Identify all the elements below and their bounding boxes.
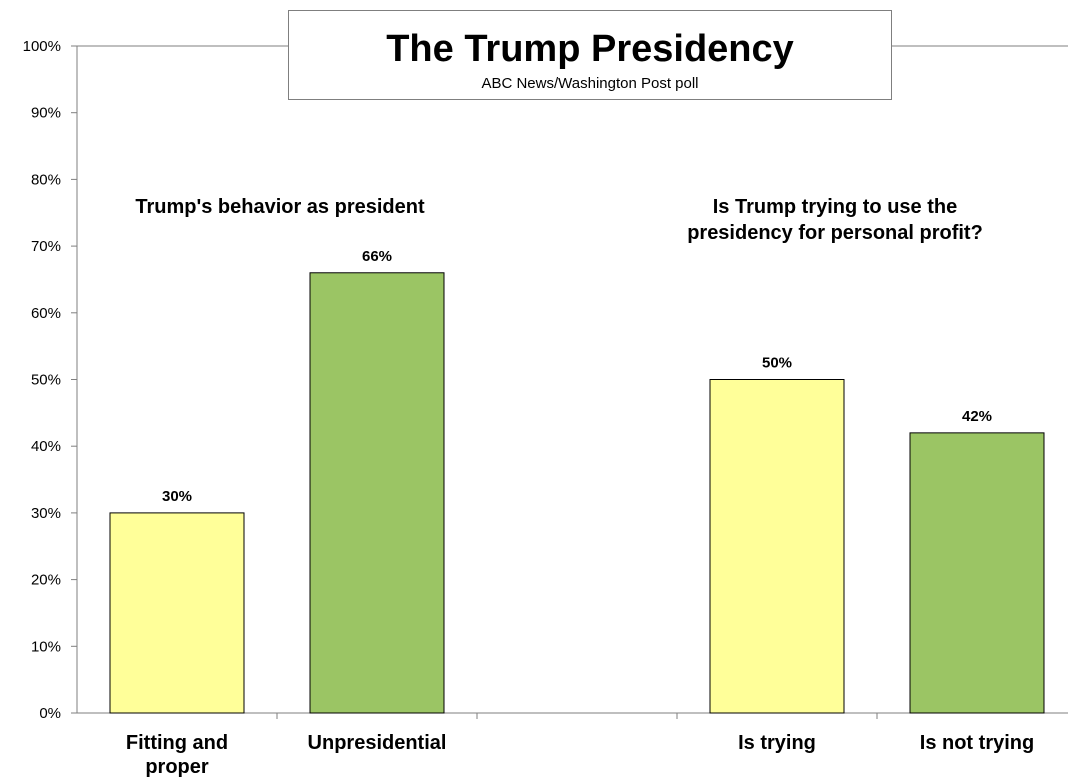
chart-title: The Trump Presidency	[386, 28, 794, 70]
x-category-label: proper	[145, 756, 209, 778]
y-tick-label: 40%	[31, 438, 61, 455]
labels: 0% 10% 20% 30% 40% 50% 60% 70% 80% 90% 100% 30% Fitt…	[23, 38, 1035, 778]
bar	[709, 379, 845, 714]
bar	[109, 512, 245, 714]
y-tick-label: 70%	[31, 238, 61, 255]
x-category-label: Fitting and	[126, 732, 228, 754]
bars	[109, 272, 1045, 714]
y-tick-label: 20%	[31, 572, 61, 589]
y-tick-label: 0%	[39, 705, 61, 722]
y-tick-label: 60%	[31, 305, 61, 322]
data-label: 30%	[162, 488, 192, 505]
panel-heading-line: Trump's behavior as president	[135, 196, 425, 218]
x-category-label: Unpresidential	[308, 732, 447, 754]
y-tick-label: 90%	[31, 105, 61, 122]
bar	[909, 432, 1045, 714]
title-box: The Trump Presidency ABC News/Washington…	[288, 10, 892, 100]
x-category-label: Is not trying	[920, 732, 1034, 754]
y-tick-label: 50%	[31, 372, 61, 389]
y-tick-label: 100%	[23, 38, 61, 55]
chart-subtitle: ABC News/Washington Post poll	[481, 75, 699, 92]
y-tick-label: 10%	[31, 638, 61, 655]
panel-heading-profit: Is Trump trying to use the presidency fo…	[620, 194, 1050, 246]
bar	[309, 272, 445, 714]
y-tick-label: 30%	[31, 505, 61, 522]
data-label: 42%	[962, 408, 992, 425]
panel-heading-behavior: Trump's behavior as president	[40, 194, 520, 220]
panel-heading-line: presidency for personal profit?	[687, 222, 983, 244]
panel-heading-line: Is Trump trying to use the	[712, 196, 958, 218]
data-label: 50%	[762, 355, 792, 372]
y-tick-label: 80%	[31, 171, 61, 188]
data-label: 66%	[362, 248, 392, 265]
x-category-label: Is trying	[738, 732, 816, 754]
